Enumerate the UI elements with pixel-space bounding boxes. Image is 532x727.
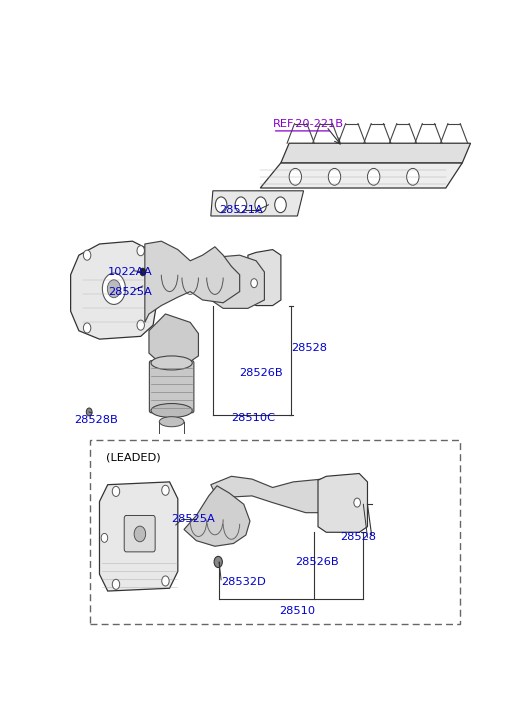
Text: 28510: 28510	[279, 606, 315, 616]
Polygon shape	[71, 241, 157, 339]
Text: 28521A: 28521A	[219, 206, 263, 215]
Circle shape	[137, 320, 144, 330]
FancyBboxPatch shape	[124, 515, 155, 552]
Polygon shape	[206, 255, 264, 308]
Circle shape	[162, 576, 169, 586]
Ellipse shape	[151, 356, 192, 370]
Text: 28525A: 28525A	[107, 286, 152, 297]
Circle shape	[406, 169, 419, 185]
Circle shape	[215, 197, 227, 212]
Ellipse shape	[159, 417, 184, 427]
Circle shape	[107, 280, 121, 298]
Polygon shape	[318, 473, 368, 532]
Circle shape	[134, 526, 146, 542]
Text: 28526B: 28526B	[239, 368, 284, 378]
Circle shape	[86, 408, 92, 416]
Text: 28528: 28528	[291, 342, 327, 353]
Polygon shape	[260, 163, 462, 188]
Circle shape	[354, 498, 361, 507]
Text: 28528B: 28528B	[74, 415, 118, 425]
Circle shape	[328, 169, 340, 185]
Circle shape	[214, 556, 222, 568]
Circle shape	[368, 169, 380, 185]
Polygon shape	[99, 482, 178, 591]
Polygon shape	[248, 249, 281, 305]
Text: 28526B: 28526B	[295, 557, 339, 567]
Circle shape	[112, 486, 120, 497]
Text: (LEADED): (LEADED)	[106, 453, 160, 463]
Polygon shape	[145, 241, 239, 322]
Circle shape	[112, 579, 120, 590]
Text: 28528: 28528	[340, 532, 377, 542]
Polygon shape	[149, 314, 198, 367]
Circle shape	[102, 273, 126, 305]
Polygon shape	[281, 143, 470, 163]
Text: 1022AA: 1022AA	[107, 267, 152, 277]
Bar	[90, 440, 460, 624]
Circle shape	[255, 197, 267, 212]
Polygon shape	[211, 190, 304, 216]
Circle shape	[101, 534, 107, 542]
Text: 28510C: 28510C	[231, 412, 276, 422]
Circle shape	[84, 323, 91, 333]
Ellipse shape	[151, 403, 192, 417]
Circle shape	[251, 278, 257, 288]
Circle shape	[289, 169, 302, 185]
Circle shape	[137, 246, 144, 256]
Circle shape	[235, 197, 247, 212]
FancyBboxPatch shape	[149, 361, 194, 413]
Circle shape	[84, 250, 91, 260]
Text: 28525A: 28525A	[172, 515, 215, 524]
Circle shape	[162, 485, 169, 495]
Text: 28532D: 28532D	[221, 577, 266, 587]
Polygon shape	[211, 476, 347, 513]
Circle shape	[140, 268, 146, 276]
Polygon shape	[184, 486, 250, 546]
Circle shape	[275, 197, 286, 212]
Text: REF.20-221B: REF.20-221B	[272, 119, 344, 129]
